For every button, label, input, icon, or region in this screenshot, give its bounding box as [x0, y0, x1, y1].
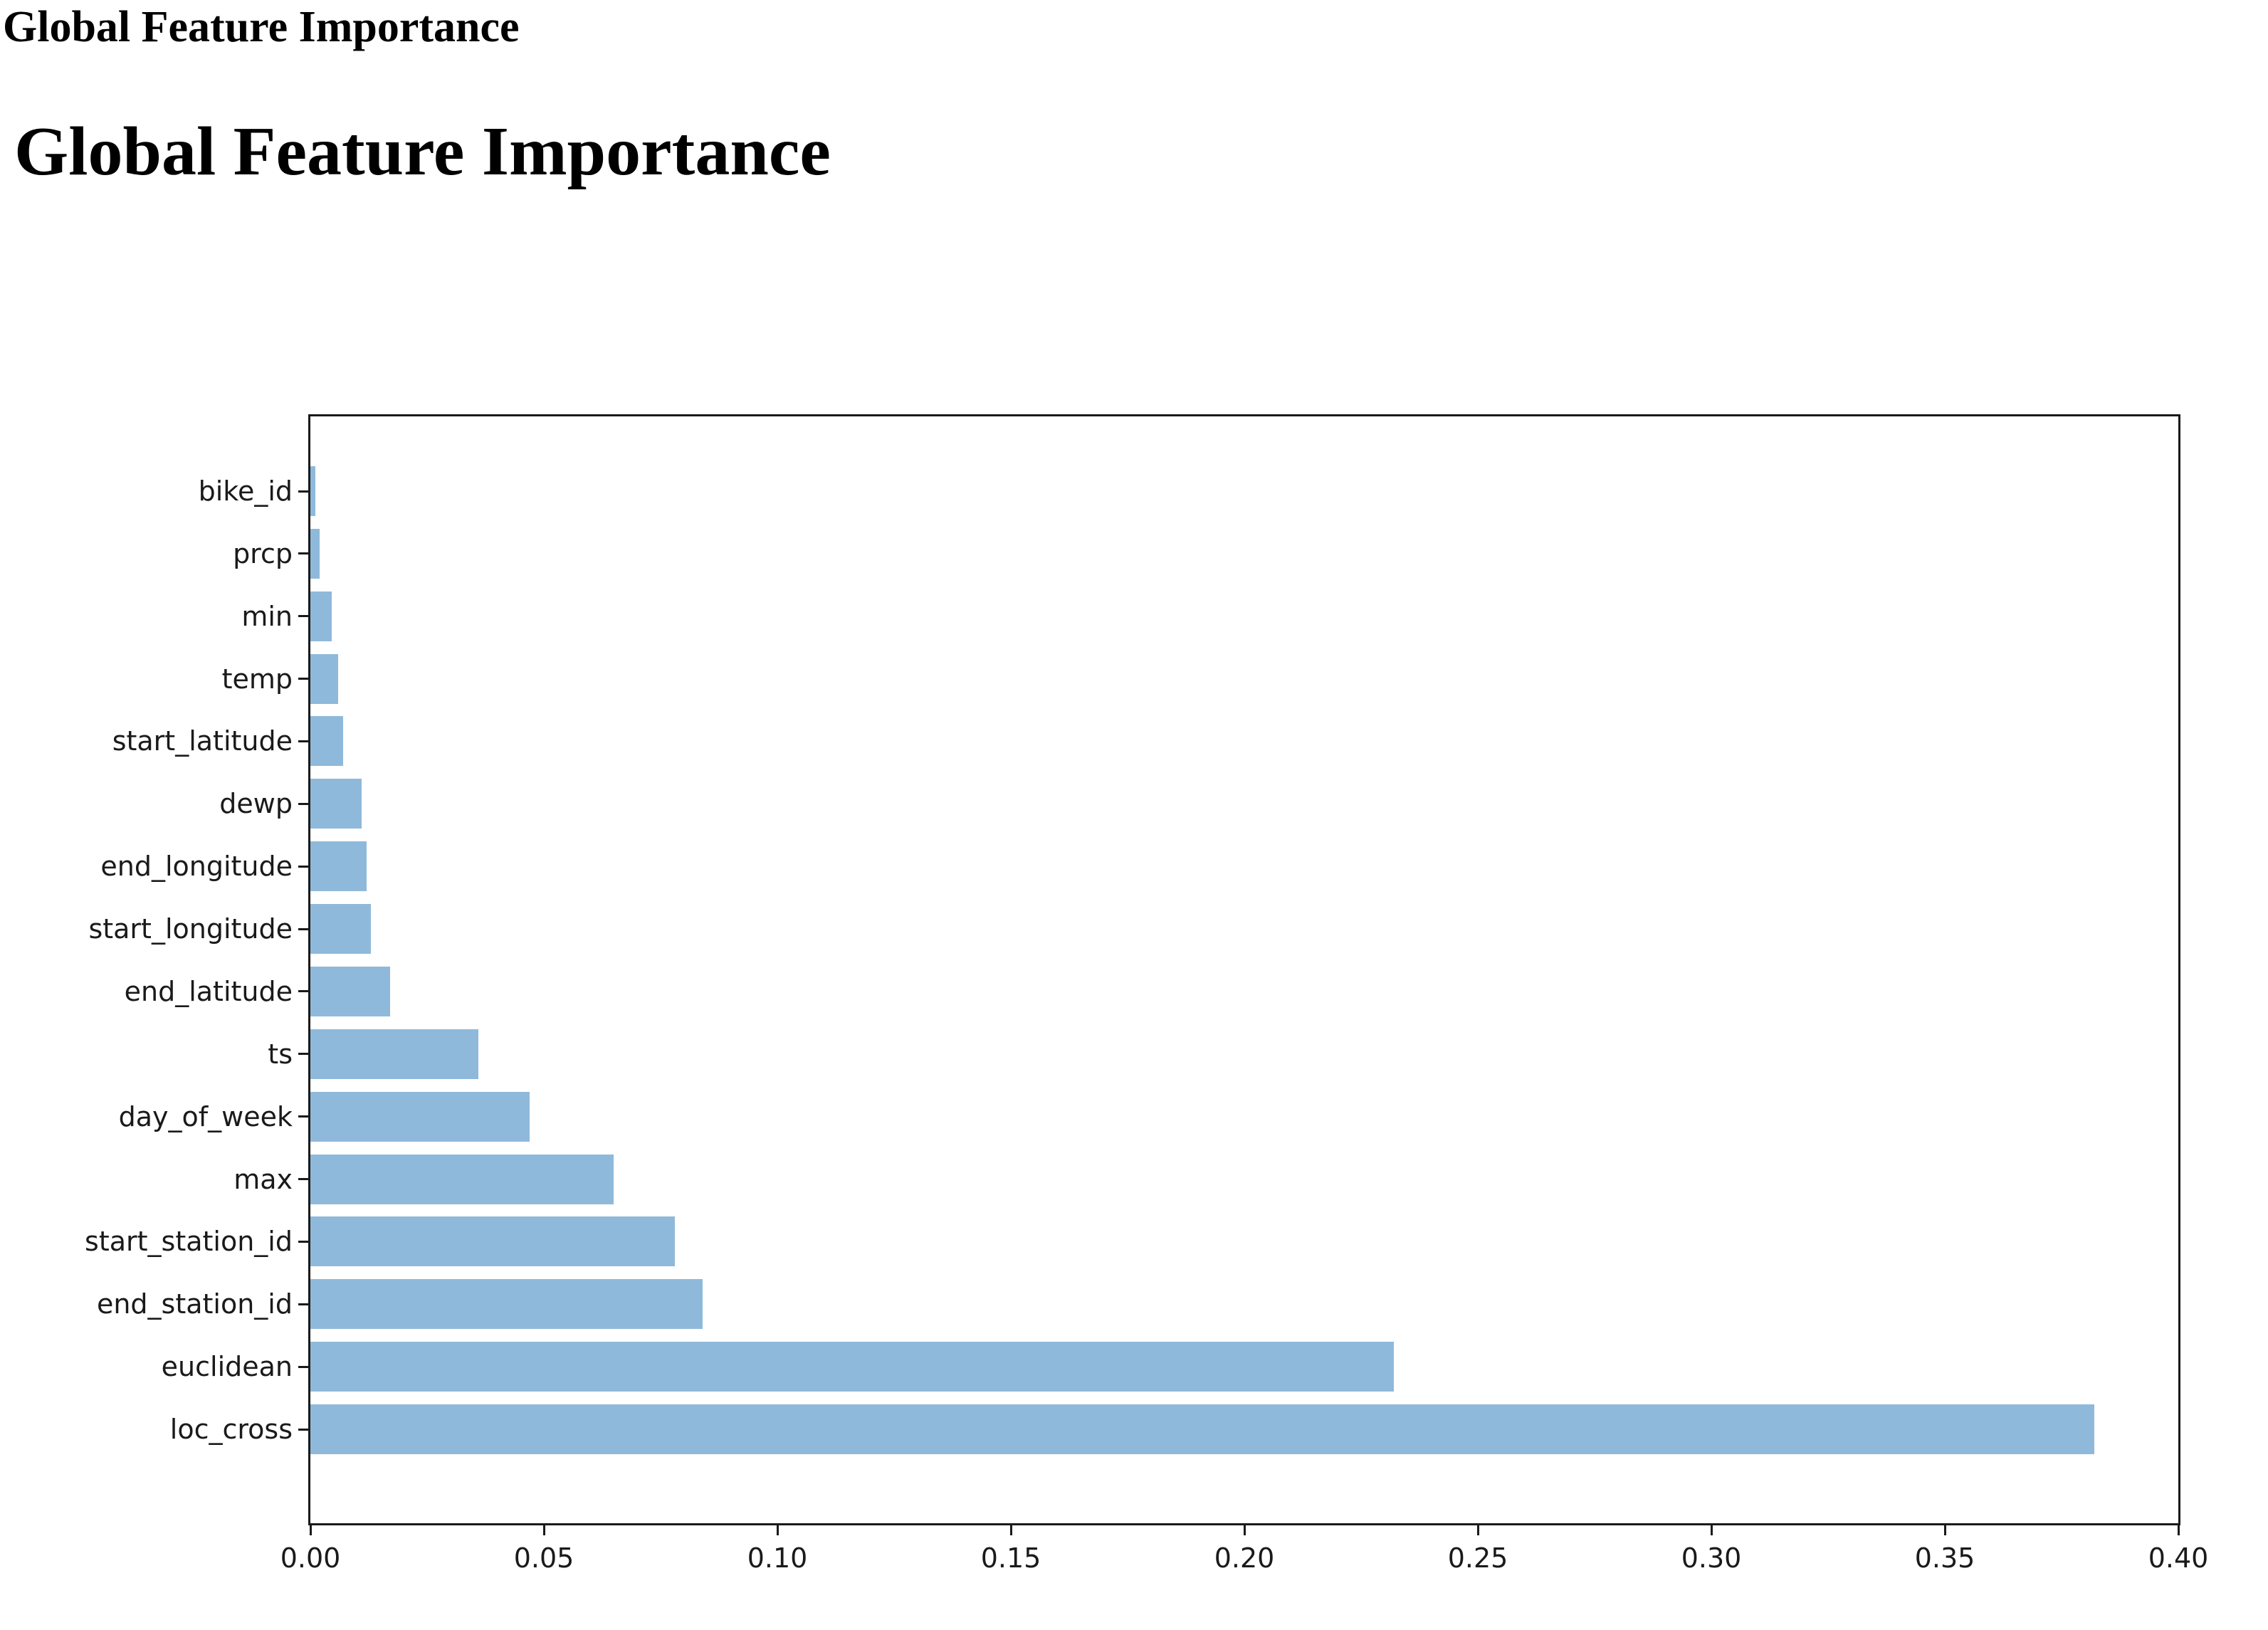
bar [310, 1404, 2094, 1454]
bar [310, 1154, 614, 1204]
bar [310, 1342, 1394, 1392]
y-tick-label: start_longitude [88, 913, 293, 945]
x-tick-label: 0.20 [1214, 1542, 1275, 1574]
x-tick [1476, 1525, 1479, 1535]
x-tick-label: 0.05 [513, 1542, 574, 1574]
x-tick-label: 0.00 [280, 1542, 341, 1574]
bar [310, 1029, 479, 1079]
bar [310, 779, 362, 829]
y-tick [298, 1365, 308, 1368]
bar [310, 653, 339, 704]
x-tick-label: 0.40 [2148, 1542, 2209, 1574]
y-tick-label: start_latitude [112, 725, 293, 757]
y-tick-label: start_station_id [85, 1226, 293, 1258]
x-tick-label: 0.35 [1914, 1542, 1975, 1574]
y-tick [298, 1053, 308, 1056]
bar [310, 528, 320, 579]
x-tick [309, 1525, 312, 1535]
bar [310, 966, 390, 1016]
y-tick [298, 1428, 308, 1431]
y-tick-label: day_of_week [118, 1100, 293, 1132]
y-tick-label: temp [221, 663, 293, 695]
plot-area [308, 414, 2180, 1525]
small-title: Global Feature Importance [3, 3, 520, 51]
y-tick [298, 1178, 308, 1181]
y-tick [298, 1303, 308, 1305]
x-tick [1009, 1525, 1012, 1535]
y-tick-label: prcp [233, 537, 293, 569]
x-tick [1710, 1525, 1713, 1535]
y-tick [298, 865, 308, 868]
y-tick-label: euclidean [161, 1351, 293, 1383]
bar [310, 1279, 703, 1330]
x-tick [1243, 1525, 1246, 1535]
y-tick [298, 490, 308, 493]
y-tick [298, 678, 308, 680]
x-tick [2177, 1525, 2180, 1535]
bar [310, 466, 315, 516]
y-tick-label: end_latitude [124, 975, 293, 1007]
bar [310, 1216, 675, 1267]
x-tick [1943, 1525, 1946, 1535]
y-tick-label: min [241, 600, 293, 632]
y-tick [298, 802, 308, 805]
x-tick-label: 0.30 [1681, 1542, 1742, 1574]
x-tick-label: 0.15 [980, 1542, 1041, 1574]
x-tick [542, 1525, 545, 1535]
x-tick [776, 1525, 779, 1535]
x-tick-label: 0.10 [747, 1542, 808, 1574]
y-tick [298, 552, 308, 555]
y-tick-label: bike_id [198, 475, 293, 507]
y-tick-label: max [233, 1163, 293, 1195]
y-tick [298, 1240, 308, 1243]
bar [310, 904, 372, 955]
y-tick [298, 1115, 308, 1118]
y-tick-label: ts [268, 1038, 293, 1070]
y-tick-label: dewp [219, 788, 293, 820]
y-tick [298, 990, 308, 993]
bar [310, 841, 367, 892]
y-tick-label: end_station_id [96, 1288, 293, 1320]
bar [310, 716, 343, 767]
bar [310, 1091, 530, 1142]
y-tick [298, 740, 308, 742]
y-tick-label: loc_cross [169, 1414, 293, 1445]
y-tick [298, 615, 308, 618]
bar [310, 591, 332, 641]
y-tick [298, 927, 308, 930]
x-tick-label: 0.25 [1447, 1542, 1508, 1574]
page-title: Global Feature Importance [14, 113, 831, 190]
y-tick-label: end_longitude [100, 851, 293, 883]
